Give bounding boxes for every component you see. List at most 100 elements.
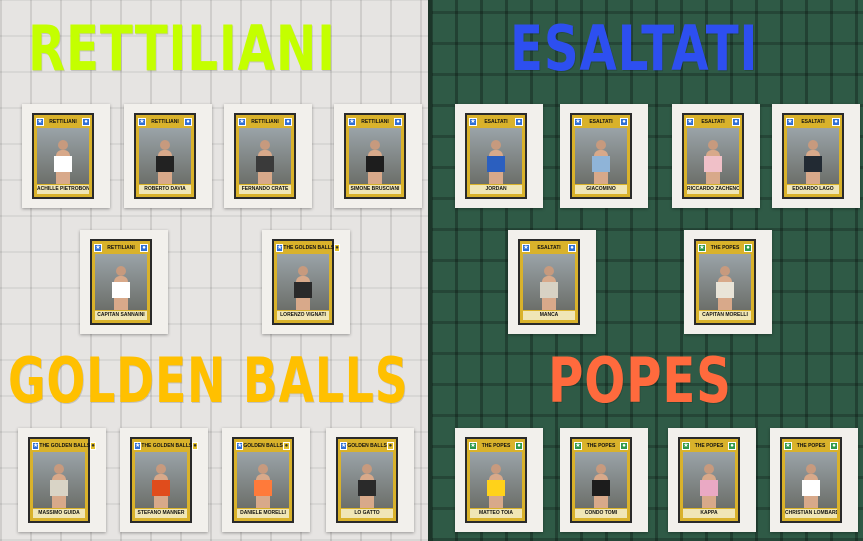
card-frame: ★ RETTILIANI ● SIMONE BRUSCIANI <box>344 113 406 199</box>
player-photo <box>277 254 329 310</box>
player-photo <box>95 254 147 310</box>
player-head <box>596 464 606 474</box>
card-badge-left-icon: ★ <box>94 244 102 252</box>
player-name: LO GATTO <box>341 509 393 518</box>
player-name: JORDAN <box>470 185 522 194</box>
player-name: MANCA <box>523 311 575 320</box>
star-crest-icon: ● <box>568 244 576 252</box>
player-head <box>491 464 501 474</box>
player-name: CAPITAN MORELLI <box>699 311 751 320</box>
player-head <box>260 140 270 150</box>
player-photo <box>237 452 289 508</box>
team-title-popes: POPES <box>548 344 732 417</box>
card-frame: ★ RETTILIANI ● ROBERTO DAVIA <box>134 113 196 199</box>
snake-crest-icon: ● <box>140 244 148 252</box>
player-head <box>362 464 372 474</box>
card-header: ★ ESALTATI ● <box>469 117 523 127</box>
card-frame: ★ GOLDEN BALLS ● LO GATTO <box>336 437 398 523</box>
card-team-label: THE GOLDEN BALLS <box>283 245 335 251</box>
card-header: ★ THE GOLDEN BALLS ● <box>134 441 198 451</box>
player-photo <box>470 128 522 184</box>
card-badge-left-icon: ★ <box>276 244 284 252</box>
player-photo <box>787 128 839 184</box>
center-divider <box>428 0 432 541</box>
player-photo <box>575 452 627 508</box>
player-name: CONDO TOMI <box>575 509 627 518</box>
card-badge-left-icon: ★ <box>238 118 246 126</box>
card-header: ★ THE POPES ● <box>574 441 628 451</box>
player-shirt <box>112 282 130 298</box>
player-photo <box>37 128 89 184</box>
card-header: ★ RETTILIANI ● <box>94 243 148 253</box>
card-header: ★ ESALTATI ● <box>574 117 628 127</box>
card-header: ★ RETTILIANI ● <box>36 117 90 127</box>
card-frame: ★ THE GOLDEN BALLS ● STEFANO MANNER <box>130 437 198 523</box>
card-header: ★ ESALTATI ● <box>686 117 740 127</box>
player-photo <box>683 452 735 508</box>
player-head <box>54 464 64 474</box>
player-name: EDOARDO LAGO <box>787 185 839 194</box>
player-photo <box>135 452 187 508</box>
player-head <box>720 266 730 276</box>
card-badge-left-icon: ★ <box>32 442 40 450</box>
player-card: ★ ESALTATI ● JORDAN <box>455 104 543 208</box>
player-card: ★ THE POPES ● KAPPA <box>668 428 756 532</box>
player-name: DANIELE MORELLI <box>237 509 289 518</box>
player-head <box>116 266 126 276</box>
player-head <box>491 140 501 150</box>
player-card: ★ RETTILIANI ● CAPITAN SANNAINI <box>80 230 168 334</box>
card-frame: ★ ESALTATI ● RICCARDO ZACHENO <box>682 113 744 199</box>
card-team-label: RETTILIANI <box>107 245 135 251</box>
ball-crest-icon: ● <box>282 442 290 450</box>
card-team-label: THE POPES <box>710 245 740 251</box>
player-head <box>298 266 308 276</box>
player-card: ★ THE POPES ● CHRISTIAN LOMBARDE <box>770 428 858 532</box>
player-name: FERNANDO CRATE <box>239 185 291 194</box>
player-shirt <box>294 282 312 298</box>
player-shirt <box>802 480 820 496</box>
card-team-label: THE POPES <box>796 443 826 449</box>
card-badge-left-icon: ★ <box>682 442 690 450</box>
player-photo <box>523 254 575 310</box>
card-badge-left-icon: ★ <box>236 442 244 450</box>
card-frame: ★ RETTILIANI ● CAPITAN SANNAINI <box>90 239 152 325</box>
card-badge-left-icon: ★ <box>134 442 142 450</box>
snake-crest-icon: ● <box>284 118 292 126</box>
card-team-label: THE GOLDEN BALLS <box>39 443 91 449</box>
player-head <box>156 464 166 474</box>
player-card: ★ THE GOLDEN BALLS ● LORENZO VIGNATI <box>262 230 350 334</box>
player-photo <box>139 128 191 184</box>
player-card: ★ ESALTATI ● MANCA <box>508 230 596 334</box>
card-team-label: THE POPES <box>694 443 724 449</box>
player-shirt <box>50 480 68 496</box>
player-shirt <box>592 156 610 172</box>
card-team-label: THE GOLDEN BALLS <box>141 443 193 449</box>
card-header: ★ THE POPES ● <box>682 441 736 451</box>
card-header: ★ THE POPES ● <box>784 441 838 451</box>
card-frame: ★ ESALTATI ● JORDAN <box>465 113 527 199</box>
player-name: LORENZO VIGNATI <box>277 311 329 320</box>
card-team-label: ESALTATI <box>801 119 825 125</box>
card-frame: ★ THE GOLDEN BALLS ● MASSIMO GUIDA <box>28 437 96 523</box>
player-shirt <box>54 156 72 172</box>
player-name: CHRISTIAN LOMBARDE <box>785 509 837 518</box>
player-shirt <box>704 156 722 172</box>
ball-crest-icon: ● <box>386 442 394 450</box>
snake-crest-icon: ● <box>394 118 402 126</box>
card-badge-left-icon: ★ <box>469 442 477 450</box>
player-photo <box>470 452 522 508</box>
card-frame: ★ THE POPES ● CONDO TOMI <box>570 437 632 523</box>
card-frame: ★ GOLDEN BALLS ● DANIELE MORELLI <box>232 437 294 523</box>
card-header: ★ ESALTATI ● <box>786 117 840 127</box>
card-team-label: ESALTATI <box>589 119 613 125</box>
card-header: ★ RETTILIANI ● <box>138 117 192 127</box>
player-photo <box>699 254 751 310</box>
player-card: ★ ESALTATI ● GIACOMINO <box>560 104 648 208</box>
card-team-label: RETTILIANI <box>151 119 179 125</box>
player-shirt <box>700 480 718 496</box>
card-frame: ★ THE POPES ● MATTEO TOIA <box>465 437 527 523</box>
team-title-rettiliani: RETTILIANI <box>28 12 336 85</box>
card-frame: ★ THE POPES ● CAPITAN MORELLI <box>694 239 756 325</box>
ball-crest-icon: ● <box>90 442 96 450</box>
player-card: ★ GOLDEN BALLS ● DANIELE MORELLI <box>222 428 310 532</box>
